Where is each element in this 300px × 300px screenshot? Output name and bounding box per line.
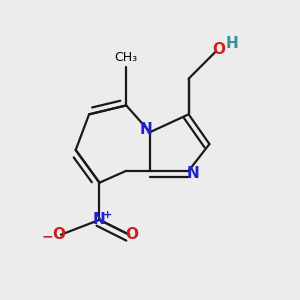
Text: CH₃: CH₃ (115, 51, 138, 64)
Text: −: − (42, 229, 53, 243)
Text: H: H (225, 35, 238, 50)
Text: O: O (212, 42, 226, 57)
Text: O: O (52, 227, 65, 242)
Text: N: N (93, 212, 106, 227)
Text: +: + (103, 210, 112, 220)
Text: O: O (125, 227, 138, 242)
Text: N: N (187, 166, 200, 181)
Text: N: N (139, 122, 152, 137)
